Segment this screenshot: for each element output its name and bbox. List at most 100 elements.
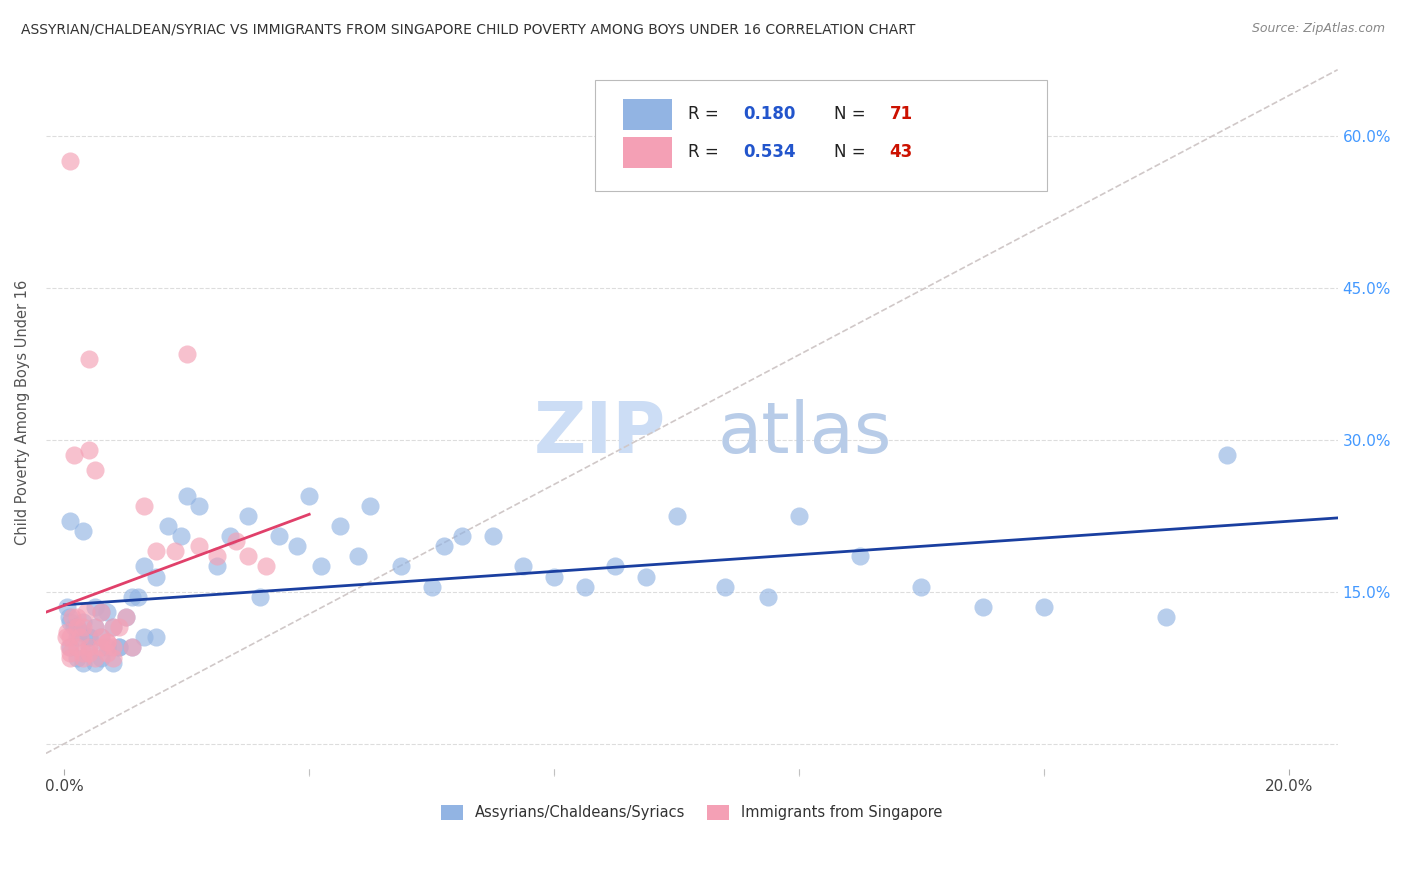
Point [69, 625, 91, 640]
Point [58, 640, 80, 655]
Point [72, 656, 94, 670]
Text: 71: 71 [890, 104, 912, 123]
Point [714, 580, 737, 594]
Text: R =: R = [688, 104, 724, 123]
Point [254, 559, 277, 574]
Point [56, 625, 79, 640]
Point [359, 499, 381, 513]
Text: N =: N = [834, 143, 870, 161]
Point [756, 590, 779, 604]
Point [65, 620, 87, 634]
Point [121, 640, 143, 655]
Point [121, 640, 143, 655]
Point [90, 605, 112, 619]
Point [59, 640, 82, 655]
Bar [623, 136, 672, 168]
Point [132, 499, 155, 513]
Point [157, 519, 180, 533]
Point [65, 630, 87, 644]
FancyBboxPatch shape [595, 80, 1047, 191]
Point [108, 640, 131, 655]
Point [84, 656, 107, 670]
Point [176, 489, 198, 503]
Point [972, 599, 994, 614]
Point [75, 605, 97, 619]
Point [90, 630, 112, 644]
Point [103, 656, 125, 670]
Point [910, 580, 932, 594]
Point [77, 351, 100, 366]
Point [634, 569, 657, 583]
Point [236, 549, 259, 564]
Point [285, 539, 308, 553]
Point [103, 650, 125, 665]
Point [65, 610, 87, 624]
Point [96, 635, 118, 649]
Point [58, 610, 80, 624]
Text: atlas: atlas [717, 399, 891, 468]
Text: 0.180: 0.180 [744, 104, 796, 123]
Point [65, 650, 87, 665]
Point [72, 646, 94, 660]
Point [65, 640, 87, 655]
Point [114, 610, 136, 624]
Y-axis label: Child Poverty Among Boys Under 16: Child Poverty Among Boys Under 16 [15, 279, 30, 545]
Point [267, 529, 290, 543]
Point [665, 508, 688, 523]
Point [218, 529, 240, 543]
Point [108, 640, 131, 655]
Point [96, 605, 118, 619]
Point [849, 549, 872, 564]
Point [236, 508, 259, 523]
Point [90, 630, 112, 644]
Point [72, 650, 94, 665]
Point [482, 529, 505, 543]
Point [1154, 610, 1177, 624]
Point [543, 569, 565, 583]
Point [1216, 448, 1239, 462]
Point [103, 620, 125, 634]
Text: 0.534: 0.534 [744, 143, 796, 161]
Point [90, 640, 112, 655]
Point [127, 590, 149, 604]
Point [311, 559, 333, 574]
Point [787, 508, 810, 523]
Legend: Assyrians/Chaldeans/Syriacs, Immigrants from Singapore: Assyrians/Chaldeans/Syriacs, Immigrants … [436, 799, 948, 826]
Point [207, 549, 229, 564]
Point [84, 650, 107, 665]
Point [512, 559, 534, 574]
Point [62, 448, 84, 462]
Point [132, 630, 155, 644]
Point [433, 539, 456, 553]
Point [188, 539, 211, 553]
Point [96, 640, 118, 655]
Point [84, 620, 107, 634]
Point [77, 630, 100, 644]
Point [77, 630, 100, 644]
Point [420, 580, 443, 594]
Point [103, 640, 125, 655]
Point [329, 519, 352, 533]
Point [188, 499, 211, 513]
Bar [623, 99, 672, 130]
Point [84, 599, 107, 614]
Point [163, 544, 186, 558]
Point [114, 610, 136, 624]
Point [56, 599, 79, 614]
Point [249, 590, 271, 604]
Point [72, 615, 94, 629]
Point [605, 559, 627, 574]
Point [77, 443, 100, 458]
Point [59, 514, 82, 528]
Text: 43: 43 [890, 143, 912, 161]
Point [108, 620, 131, 634]
Point [132, 559, 155, 574]
Point [59, 650, 82, 665]
Point [72, 620, 94, 634]
Point [145, 630, 167, 644]
Point [65, 620, 87, 634]
Text: Source: ZipAtlas.com: Source: ZipAtlas.com [1251, 22, 1385, 36]
Text: ZIP: ZIP [534, 399, 666, 468]
Point [96, 635, 118, 649]
Point [60, 610, 83, 624]
